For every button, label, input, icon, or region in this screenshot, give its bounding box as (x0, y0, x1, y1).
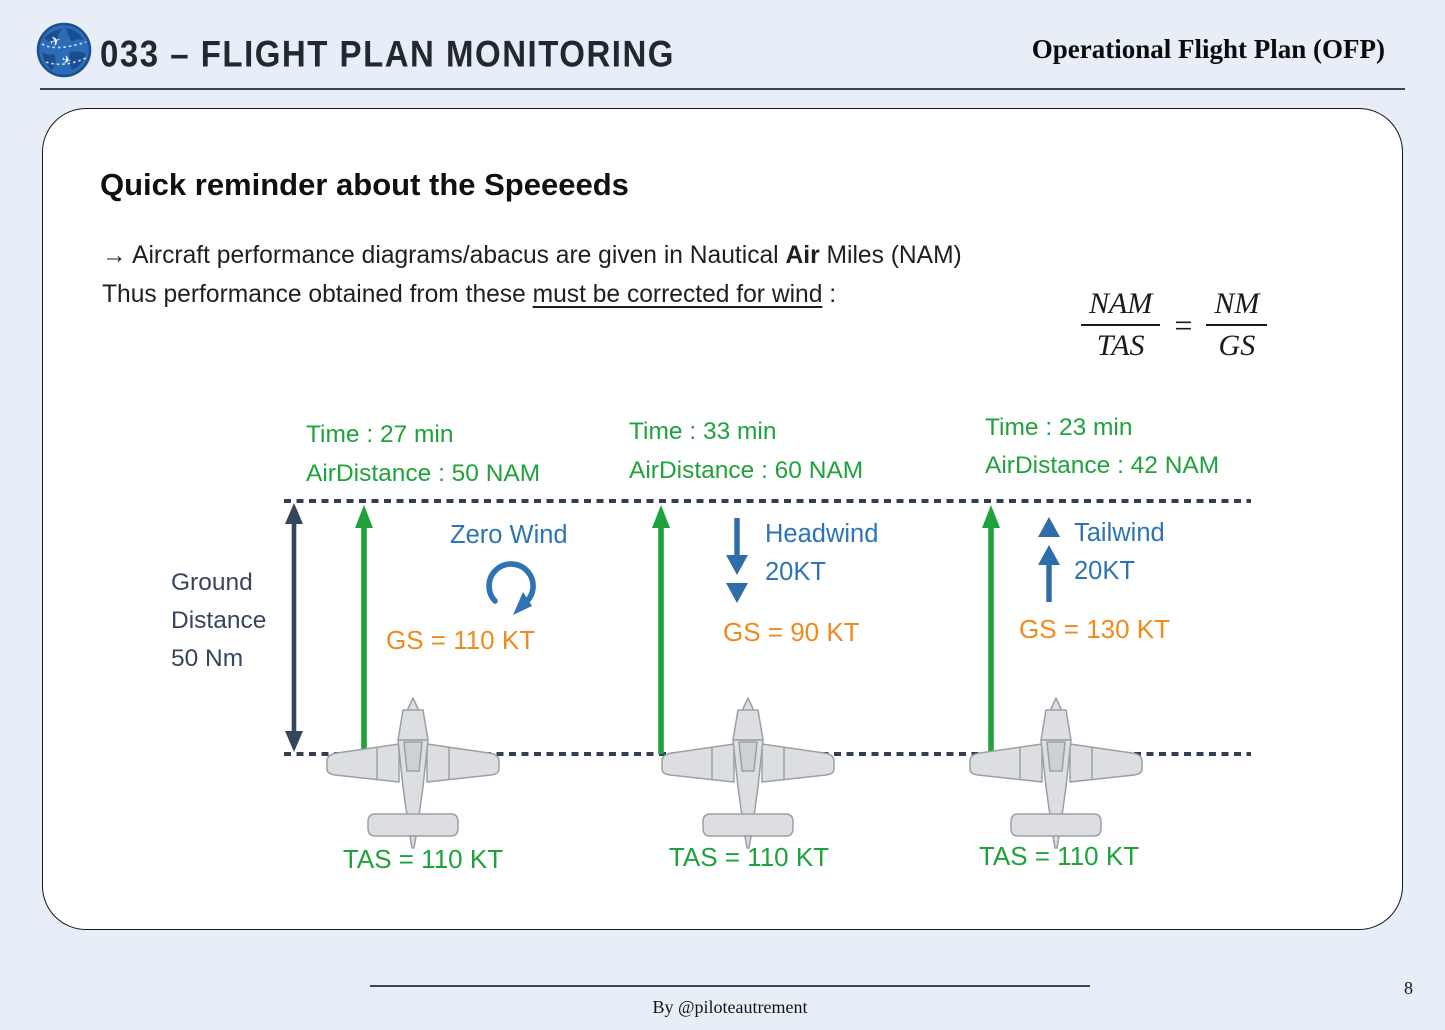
wind-label-2: Headwind (765, 520, 879, 548)
gs-label-3: GS = 130 KT (1019, 614, 1171, 644)
intro-text: → Aircraft performance diagrams/abacus a… (102, 236, 962, 314)
air-distance-label-1: AirDistance : 50 NAM (306, 460, 541, 487)
zero-wind-circular-arrow-icon (486, 561, 536, 615)
fraction-right: NM GS (1206, 287, 1268, 363)
tas-label-2: TAS = 110 KT (668, 842, 830, 872)
svg-text:✈: ✈ (48, 32, 63, 50)
wind-label-3: Tailwind (1074, 519, 1165, 547)
header-divider (40, 88, 1405, 90)
air-distance-arrow-1 (355, 505, 373, 754)
wind-label-1: Zero Wind (450, 521, 568, 549)
airplane-top-view-1 (326, 697, 500, 849)
intro-line-1: → Aircraft performance diagrams/abacus a… (102, 242, 962, 269)
footer-divider (370, 985, 1090, 988)
time-label-2: Time : 33 min (629, 418, 777, 445)
time-label-1: Time : 27 min (306, 421, 454, 448)
equals-sign: = (1174, 306, 1193, 343)
air-distance-arrow-2 (652, 505, 670, 754)
tas-label-3: TAS = 110 KT (978, 841, 1140, 871)
gs-label-2: GS = 90 KT (723, 617, 860, 647)
page-title: 033 – Flight Plan Monitoring (100, 33, 675, 75)
wind-value-2: 20KT (765, 558, 826, 586)
wind-value-3: 20KT (1074, 557, 1135, 585)
air-distance-label-2: AirDistance : 60 NAM (629, 457, 864, 484)
svg-text:✈: ✈ (61, 54, 73, 68)
airplane-top-view-2 (661, 697, 835, 849)
header-subtitle: Operational Flight Plan (OFP) (1031, 34, 1385, 64)
headwind-double-down-arrow-icon (726, 518, 748, 603)
time-label-3: Time : 23 min (985, 414, 1133, 441)
ground-distance-double-arrow (285, 503, 303, 752)
tas-label-1: TAS = 110 KT (342, 844, 504, 874)
ground-distance-label: Ground Distance 50 Nm (171, 569, 267, 672)
intro-line-2: Thus performance obtained from these mus… (102, 281, 837, 308)
air-distance-reference-line (284, 499, 1251, 503)
air-distance-arrow-3 (982, 505, 1000, 754)
gs-label-1: GS = 110 KT (386, 625, 536, 655)
page-number: 8 (1404, 978, 1413, 998)
fraction-bar (1206, 324, 1268, 327)
speed-formula: NAM TAS = NM GS (1081, 287, 1268, 363)
tailwind-double-up-arrow-icon (1038, 517, 1060, 602)
content-card: Quick reminder about the Speeeeds → Airc… (42, 108, 1403, 930)
fraction-left: NAM TAS (1081, 287, 1161, 363)
air-distance-label-3: AirDistance : 42 NAM (985, 452, 1220, 479)
bold-air: Air (785, 242, 820, 269)
fraction-bar (1081, 324, 1161, 327)
airplane-top-view-3 (969, 697, 1143, 849)
section-title: Quick reminder about the Speeeeds (100, 167, 629, 202)
globe-airplanes-logo-icon: ✈ ✈ (36, 22, 92, 78)
footer-credit: By @piloteautrement (652, 997, 808, 1017)
underlined-phrase: must be corrected for wind (532, 281, 823, 308)
